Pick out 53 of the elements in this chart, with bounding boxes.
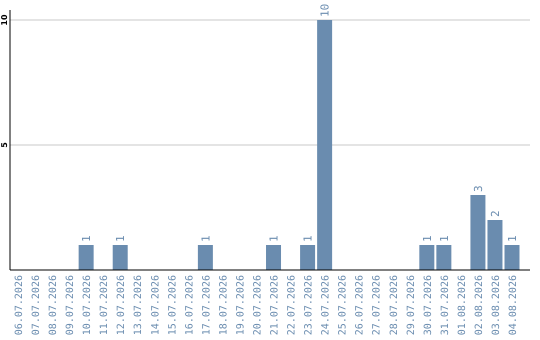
x-tick-label: 29.07.2026: [406, 275, 417, 336]
data-label: 1: [302, 235, 315, 242]
x-tick-label: 13.07.2026: [133, 275, 144, 336]
data-label: 1: [114, 235, 128, 242]
y-tick-label: 5: [0, 142, 9, 148]
x-tick-label: 11.07.2026: [99, 275, 110, 336]
x-tick-label: 15.07.2026: [167, 275, 178, 336]
x-tick-label: 16.07.2026: [184, 275, 196, 336]
data-label: 1: [438, 235, 451, 242]
bar: [317, 20, 332, 270]
bar: [470, 195, 486, 270]
bar: [436, 245, 452, 270]
x-tick-label: 30.07.2026: [422, 275, 434, 336]
data-label: 2: [488, 210, 502, 217]
x-tick-label: 26.07.2026: [354, 275, 366, 336]
x-tick-label: 01.08.2026: [456, 275, 468, 336]
bar: [198, 245, 213, 270]
x-tick-label: 06.07.2026: [14, 275, 26, 336]
data-label: 10: [318, 4, 332, 17]
x-tick-label: 03.08.2026: [490, 275, 502, 336]
x-tick-label: 22.07.2026: [286, 275, 298, 336]
x-tick-label: 20.07.2026: [252, 275, 264, 336]
data-label: 1: [506, 235, 519, 242]
x-tick-label: 31.07.2026: [440, 275, 451, 336]
x-tick-label: 02.08.2026: [474, 275, 485, 336]
x-tick-label: 23.07.2026: [304, 275, 315, 336]
bar: [487, 220, 502, 270]
data-label: 1: [80, 235, 94, 242]
x-tick-label: 27.07.2026: [372, 275, 383, 336]
x-tick-label: 12.07.2026: [116, 275, 128, 336]
x-tick-label: 17.07.2026: [201, 275, 212, 336]
bar: [78, 245, 94, 270]
data-label: 1: [420, 235, 434, 242]
bar: [419, 245, 434, 270]
x-tick-label: 07.07.2026: [31, 275, 42, 336]
x-tick-label: 08.07.2026: [48, 275, 60, 336]
bar: [504, 245, 520, 270]
data-label: 1: [268, 235, 281, 242]
x-tick-label: 19.07.2026: [235, 275, 246, 336]
x-tick-label: 09.07.2026: [65, 275, 76, 336]
x-tick-label: 25.07.2026: [338, 275, 349, 336]
x-tick-label: 28.07.2026: [388, 275, 400, 336]
x-tick-label: 18.07.2026: [218, 275, 230, 336]
data-label: 1: [199, 235, 212, 242]
bar: [300, 245, 316, 270]
x-tick-label: 04.08.2026: [508, 275, 519, 336]
bar: [112, 245, 128, 270]
x-tick-label: 24.07.2026: [320, 275, 332, 336]
x-tick-label: 10.07.2026: [82, 275, 94, 336]
data-label: 3: [472, 185, 485, 192]
x-tick-label: 14.07.2026: [150, 275, 162, 336]
bar: [266, 245, 282, 270]
x-tick-label: 21.07.2026: [270, 275, 281, 336]
